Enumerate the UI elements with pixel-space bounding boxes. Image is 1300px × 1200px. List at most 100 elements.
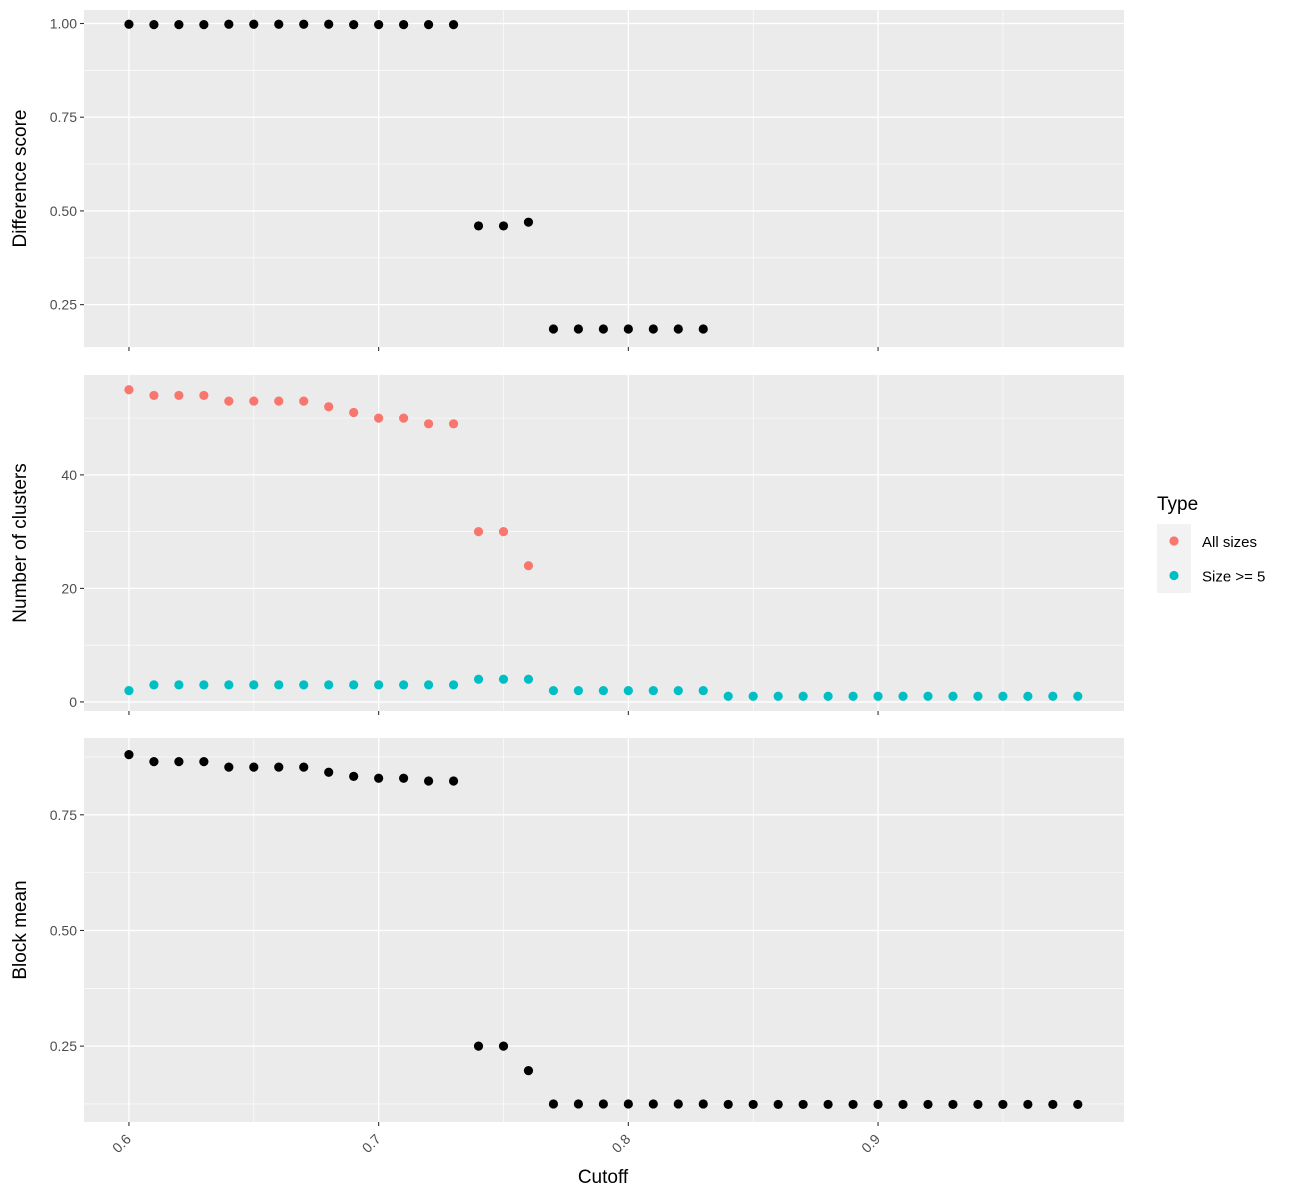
legend-label: All sizes <box>1202 534 1257 551</box>
data-point <box>274 680 284 690</box>
data-point <box>399 413 409 423</box>
data-point <box>748 691 758 701</box>
data-point <box>973 1099 983 1110</box>
data-point <box>274 396 284 406</box>
data-point <box>548 324 559 334</box>
y-axis-title: Block mean <box>10 880 31 979</box>
data-point <box>399 680 409 690</box>
data-point <box>673 324 683 334</box>
panel-bottom: 0.25 0.50 0.75 0.6 0.7 0.8 0.9 Block mean <box>10 738 1124 1156</box>
data-point <box>299 19 309 29</box>
data-point <box>349 407 359 418</box>
data-point <box>623 1099 633 1109</box>
data-point <box>698 685 708 696</box>
data-point <box>448 20 459 30</box>
data-point <box>598 324 608 334</box>
data-point <box>498 674 509 684</box>
data-point <box>823 691 833 701</box>
data-point <box>998 1099 1008 1110</box>
panel-background <box>84 10 1124 347</box>
panel-middle: 0 20 40 Number of clusters <box>10 375 1124 715</box>
series-all-sizes <box>124 385 534 571</box>
data-point <box>648 324 658 334</box>
data-point <box>124 385 134 395</box>
data-point <box>948 691 958 701</box>
legend-key <box>1169 536 1179 546</box>
data-point <box>673 1099 683 1109</box>
data-point <box>249 396 259 406</box>
data-point <box>1073 691 1083 701</box>
y-tick-label: 0.25 <box>50 1038 77 1054</box>
data-point <box>224 396 234 406</box>
y-tick-label: 20 <box>61 580 77 596</box>
data-point <box>698 1099 708 1109</box>
data-point <box>423 419 434 429</box>
data-point <box>299 680 309 690</box>
y-tick-label: 0.50 <box>50 203 77 219</box>
data-point <box>523 1066 534 1076</box>
data-point <box>349 680 359 690</box>
data-point <box>299 762 309 772</box>
data-point <box>823 1099 833 1110</box>
data-point <box>923 691 933 701</box>
data-point <box>374 413 384 423</box>
y-tick-label: 40 <box>61 467 77 483</box>
data-point <box>723 691 733 701</box>
data-point <box>224 762 234 772</box>
data-point <box>523 674 534 684</box>
data-point <box>124 750 134 760</box>
legend-title: Type <box>1157 494 1198 515</box>
data-point <box>249 19 259 29</box>
legend-label: Size >= 5 <box>1202 569 1265 586</box>
data-point <box>573 324 584 334</box>
data-point <box>423 20 434 30</box>
data-point <box>473 527 484 537</box>
data-point <box>673 685 683 696</box>
data-point <box>199 20 209 30</box>
data-point <box>523 561 534 571</box>
data-point <box>149 680 159 690</box>
y-axis-title: Number of clusters <box>10 463 31 622</box>
data-point <box>374 773 384 783</box>
data-point <box>149 390 159 401</box>
data-point <box>423 680 434 690</box>
data-point <box>498 1041 509 1051</box>
data-point <box>149 756 159 767</box>
data-point <box>698 324 708 334</box>
data-point <box>399 773 409 783</box>
data-point <box>274 762 284 772</box>
data-point <box>648 685 658 696</box>
data-point <box>573 1099 584 1109</box>
data-point <box>423 776 434 786</box>
data-point <box>873 691 883 701</box>
data-point <box>374 680 384 690</box>
data-point <box>598 1099 608 1109</box>
x-tick-label: 0.6 <box>109 1131 134 1156</box>
data-point <box>324 680 334 690</box>
data-point <box>1023 1099 1033 1110</box>
x-axis-title: Cutoff <box>578 1167 629 1188</box>
data-point <box>773 691 783 701</box>
data-point <box>523 217 534 227</box>
data-point <box>374 20 384 30</box>
y-tick-label: 0.50 <box>50 922 77 938</box>
data-point <box>473 221 484 231</box>
y-tick-label: 1.00 <box>50 15 77 31</box>
data-point <box>998 691 1008 701</box>
data-point <box>1023 691 1033 701</box>
data-point <box>224 19 234 29</box>
data-point <box>798 1099 808 1110</box>
series-points <box>124 750 1083 1110</box>
data-point <box>174 680 184 690</box>
data-point <box>748 1099 758 1110</box>
y-tick-label: 0.75 <box>50 109 77 125</box>
data-point <box>898 1099 908 1110</box>
data-point <box>573 685 584 696</box>
data-point <box>349 20 359 30</box>
data-point <box>448 776 459 786</box>
series-points <box>124 19 708 334</box>
data-point <box>723 1099 733 1110</box>
panel-background <box>84 375 1124 711</box>
data-point <box>598 685 608 696</box>
